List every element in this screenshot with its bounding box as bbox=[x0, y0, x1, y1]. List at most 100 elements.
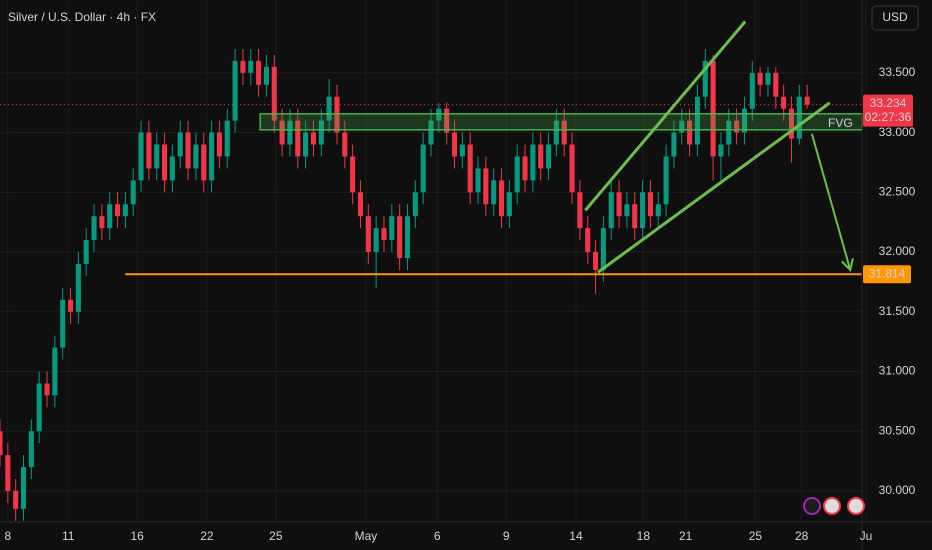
candle-body bbox=[216, 132, 222, 157]
x-tick-label: 16 bbox=[130, 529, 144, 543]
candle-body bbox=[749, 72, 755, 109]
candle-body bbox=[600, 228, 606, 270]
candle-body bbox=[804, 96, 810, 105]
candle-body bbox=[663, 156, 669, 205]
candle-body bbox=[28, 431, 34, 468]
x-tick-label: 9 bbox=[503, 529, 510, 543]
candle-body bbox=[428, 120, 434, 145]
candle-body bbox=[467, 144, 473, 193]
x-tick-label: 25 bbox=[749, 529, 763, 543]
candle-body bbox=[342, 132, 348, 157]
candle-body bbox=[107, 204, 113, 229]
candle-body bbox=[20, 467, 27, 509]
candle-body bbox=[232, 60, 238, 121]
event-icons bbox=[803, 497, 865, 515]
candle-body bbox=[263, 66, 269, 85]
candle-body bbox=[287, 120, 293, 145]
candle-body bbox=[671, 132, 677, 157]
candle-body bbox=[52, 347, 58, 396]
candle-body bbox=[36, 383, 42, 432]
y-tick-label: 30.500 bbox=[879, 423, 916, 437]
y-tick-label: 32.000 bbox=[879, 244, 916, 258]
candle-body bbox=[334, 96, 340, 133]
candle-body bbox=[640, 192, 646, 229]
x-tick-label: 18 bbox=[637, 529, 651, 543]
candle-body bbox=[655, 204, 661, 217]
x-tick-label: May bbox=[355, 529, 378, 543]
candle-body bbox=[256, 60, 262, 85]
candle-body bbox=[357, 192, 364, 217]
candle-body bbox=[240, 60, 246, 73]
candle-body bbox=[585, 228, 591, 253]
support-price-box bbox=[863, 265, 911, 284]
candle-body bbox=[687, 120, 693, 145]
candle-body bbox=[248, 60, 254, 73]
candle-body bbox=[514, 156, 520, 193]
candle-body bbox=[530, 144, 536, 181]
candle-body bbox=[647, 192, 653, 217]
candle-body bbox=[44, 383, 50, 396]
trendline bbox=[597, 101, 831, 274]
candle-body bbox=[122, 204, 128, 217]
candle-body bbox=[483, 168, 489, 205]
candle-body bbox=[373, 228, 379, 253]
candle-body bbox=[130, 180, 136, 205]
candle-body bbox=[608, 192, 614, 229]
candle-body bbox=[381, 228, 387, 241]
candle-body bbox=[91, 216, 97, 241]
candle-body bbox=[593, 252, 599, 270]
candle-body bbox=[279, 120, 285, 145]
candle-body bbox=[522, 156, 528, 181]
candle-body bbox=[710, 60, 716, 157]
candle-body bbox=[83, 240, 89, 264]
projection-arrow bbox=[810, 133, 852, 271]
candle-body bbox=[318, 120, 324, 145]
candle-body bbox=[209, 132, 215, 181]
candle-body bbox=[169, 156, 175, 181]
last-price-box bbox=[863, 94, 913, 127]
candle-body bbox=[718, 144, 724, 157]
candle-body bbox=[146, 132, 152, 169]
currency-label[interactable]: USD bbox=[882, 10, 908, 24]
candle-body bbox=[781, 96, 787, 109]
candle-body bbox=[193, 144, 199, 169]
candle-body bbox=[67, 299, 74, 312]
candle-body bbox=[702, 60, 708, 97]
candle-body bbox=[553, 120, 559, 145]
candle-body bbox=[561, 120, 567, 145]
candle-body bbox=[185, 132, 191, 169]
candle-body bbox=[726, 120, 732, 145]
candle-body bbox=[616, 192, 622, 217]
candle-body bbox=[679, 120, 685, 133]
chart-title: Silver / U.S. Dollar · 4h · FX bbox=[8, 10, 156, 24]
candle-body bbox=[389, 216, 395, 241]
x-tick-label: 28 bbox=[795, 529, 809, 543]
candle-body bbox=[5, 455, 11, 491]
candle-body bbox=[577, 192, 583, 229]
x-tick-label: 21 bbox=[679, 529, 693, 543]
trendline bbox=[584, 20, 747, 212]
last-price-label: 33.234 bbox=[870, 96, 907, 110]
candle-body bbox=[451, 132, 458, 157]
candle-body bbox=[310, 132, 317, 145]
x-tick-label: 22 bbox=[200, 529, 214, 543]
candle-body bbox=[632, 204, 638, 229]
candle-body bbox=[538, 144, 544, 169]
y-tick-label: 31.500 bbox=[879, 304, 916, 318]
candle-body bbox=[177, 132, 183, 157]
x-tick-label: 25 bbox=[269, 529, 283, 543]
candle-body bbox=[365, 216, 371, 253]
x-tick-label: 6 bbox=[434, 529, 441, 543]
fvg-label: FVG bbox=[828, 116, 853, 130]
candle-body bbox=[404, 216, 411, 259]
candle-body bbox=[788, 108, 795, 139]
candle-body bbox=[569, 144, 575, 193]
candle-body bbox=[224, 120, 230, 157]
candle-body bbox=[498, 180, 505, 217]
x-tick-label: Ju bbox=[860, 529, 873, 543]
arrow-head bbox=[841, 258, 854, 272]
candle-body bbox=[138, 132, 144, 181]
candle-body bbox=[459, 144, 465, 157]
currency-button[interactable] bbox=[871, 5, 919, 31]
